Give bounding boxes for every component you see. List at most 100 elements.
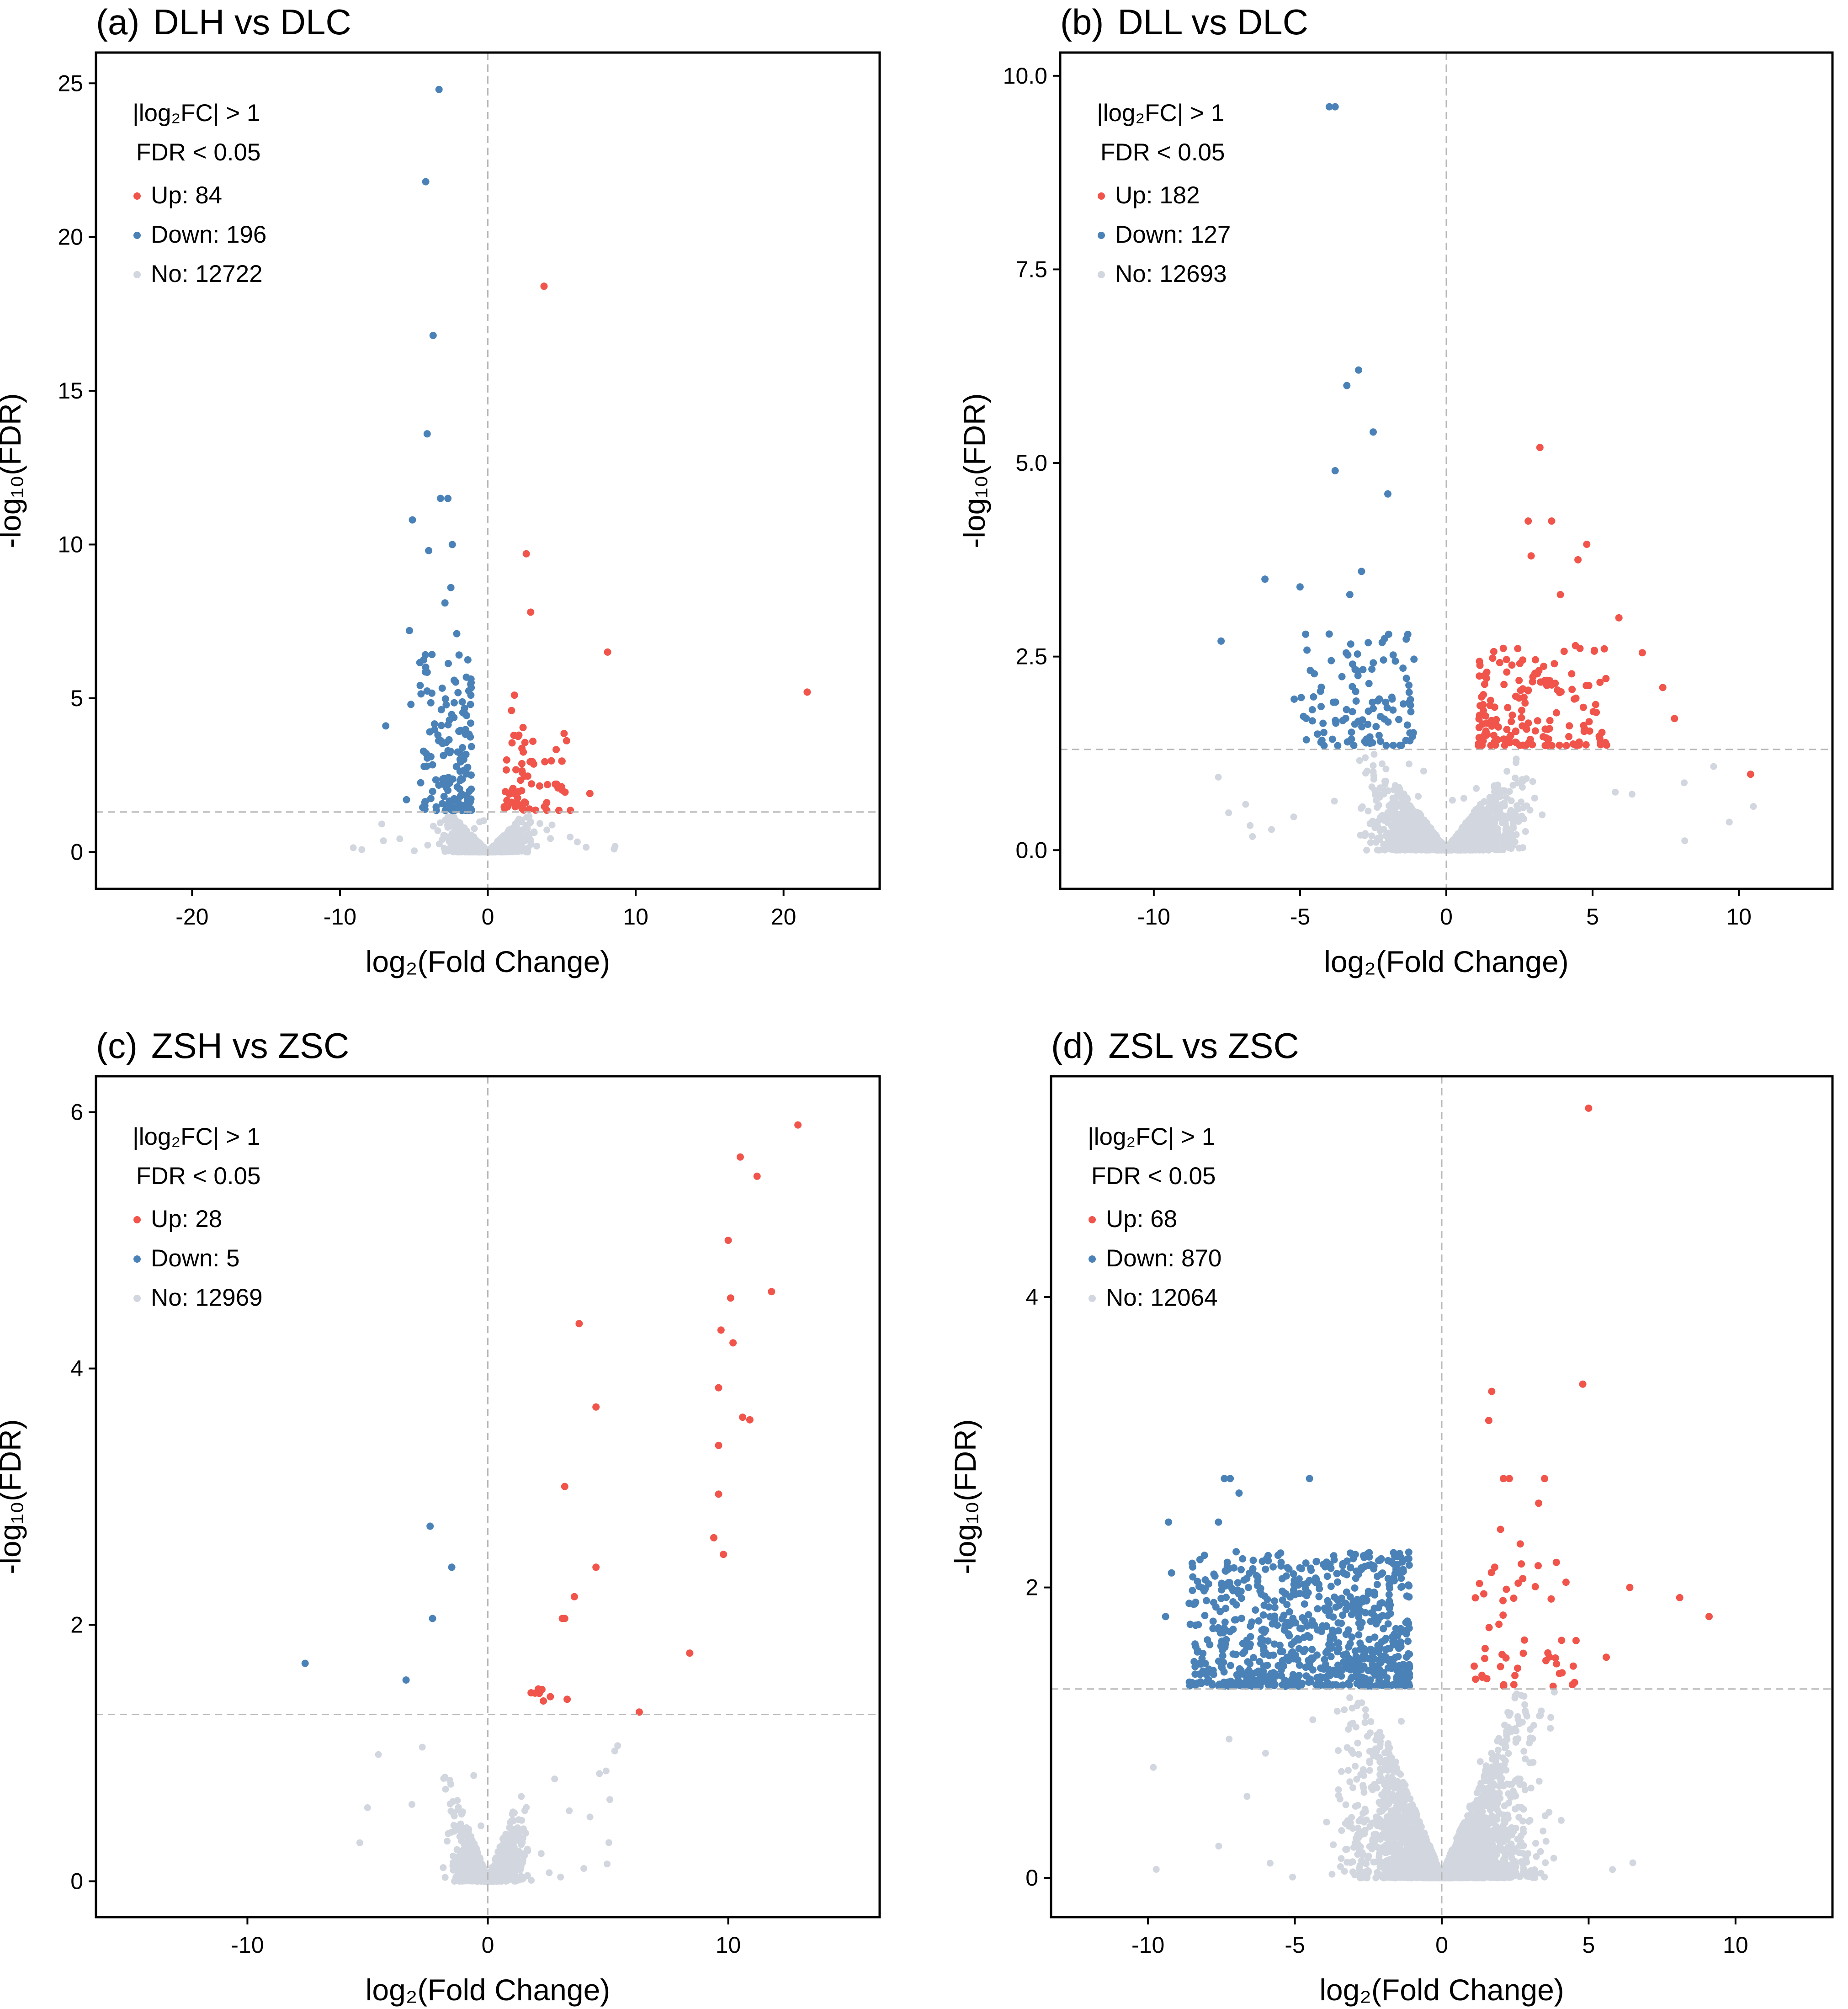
point-up-regulated [563,737,570,744]
point-up-regulated [1524,686,1532,694]
point-down-regulated [1374,697,1382,705]
point-up-regulated [1671,715,1678,723]
point-not-significant [444,822,451,829]
point-not-significant [499,834,506,842]
point-not-significant [1290,813,1297,820]
point-not-significant [1390,824,1397,831]
point-up-regulated [1600,645,1608,653]
point-up-regulated [1638,649,1646,657]
point-up-regulated [1494,736,1502,744]
point-down-regulated [1318,736,1326,744]
legend-down-count: Down: 196 [151,221,266,248]
point-not-significant [1387,812,1394,819]
point-up-regulated [1496,659,1503,666]
point-down-regulated [1344,738,1351,746]
point-up-regulated [1580,722,1588,729]
point-not-significant [1374,823,1381,830]
point-not-significant [580,1865,588,1872]
point-not-significant [1520,804,1527,811]
x-tick-label: -5 [1290,904,1310,930]
point-not-significant [514,838,520,845]
point-down-regulated [1348,728,1355,736]
point-not-significant [519,1856,526,1864]
point-not-significant [493,1869,500,1876]
point-up-regulated [1483,719,1491,727]
point-down-regulated [1319,719,1327,727]
point-up-regulated [1589,708,1597,716]
point-up-regulated [1556,741,1563,749]
point-not-significant [596,1770,603,1777]
point-down-regulated [467,701,474,708]
y-tick-label: 0 [70,1868,83,1894]
point-up-regulated [592,1563,600,1571]
point-down-regulated [429,1615,436,1622]
point-up-regulated [1585,718,1593,726]
point-not-significant [442,833,450,840]
point-not-significant [586,1813,594,1821]
point-up-regulated [515,731,523,739]
point-down-regulated [1306,667,1314,674]
point-up-regulated [1540,733,1547,741]
point-not-significant [462,1831,469,1839]
point-not-significant [378,820,385,828]
point-down-regulated [1370,428,1377,436]
point-not-significant [451,1828,458,1835]
legend-up-marker [1098,192,1105,200]
point-down-regulated [1314,730,1321,738]
point-not-significant [507,827,514,834]
point-up-regulated [1595,733,1603,740]
point-up-regulated [1543,681,1551,689]
point-down-regulated [1407,708,1415,716]
point-not-significant [1508,797,1515,804]
point-down-regulated [1346,591,1354,599]
points-layer [301,1121,802,1885]
point-down-regulated [409,516,416,524]
legend-no-marker [133,271,141,278]
point-up-regulated [727,1294,734,1302]
point-not-significant [498,1865,505,1872]
point-not-significant [1362,770,1369,777]
point-not-significant [488,1873,494,1881]
point-not-significant [1395,826,1402,834]
legend-no-count: No: 12969 [151,1284,263,1311]
point-down-regulated [1297,694,1305,702]
point-not-significant [356,1839,363,1846]
point-not-significant [473,1845,480,1853]
point-not-significant [375,1751,382,1758]
x-axis-label: log₂(Fold Change) [1324,945,1569,978]
point-not-significant [528,1876,535,1884]
point-not-significant [533,842,540,850]
point-down-regulated [1370,659,1377,667]
point-up-regulated [1546,717,1554,724]
point-down-regulated [453,783,461,791]
point-up-regulated [532,806,539,814]
point-not-significant [1466,838,1473,845]
point-up-regulated [1566,722,1573,730]
point-up-regulated [1489,654,1497,662]
point-up-regulated [803,688,811,696]
point-down-regulated [463,797,471,805]
point-down-regulated [450,676,458,684]
point-not-significant [445,847,452,855]
point-not-significant [1458,827,1466,834]
point-down-regulated [454,689,462,696]
point-not-significant [459,1877,466,1885]
x-tick-label: -20 [175,904,208,930]
point-up-regulated [540,1697,547,1705]
point-not-significant [606,1796,613,1803]
point-not-significant [454,1797,461,1804]
point-not-significant [1383,831,1391,839]
legend-down-count: Down: 5 [151,1245,239,1272]
point-up-regulated [1524,719,1532,727]
point-up-regulated [529,758,536,765]
point-not-significant [1427,838,1434,845]
point-up-regulated [558,784,565,792]
point-down-regulated [458,807,466,814]
point-not-significant [1406,760,1413,768]
point-up-regulated [543,799,551,807]
point-down-regulated [1354,672,1362,680]
point-not-significant [548,821,556,829]
point-not-significant [1521,1701,1529,1708]
point-not-significant [1427,830,1434,837]
